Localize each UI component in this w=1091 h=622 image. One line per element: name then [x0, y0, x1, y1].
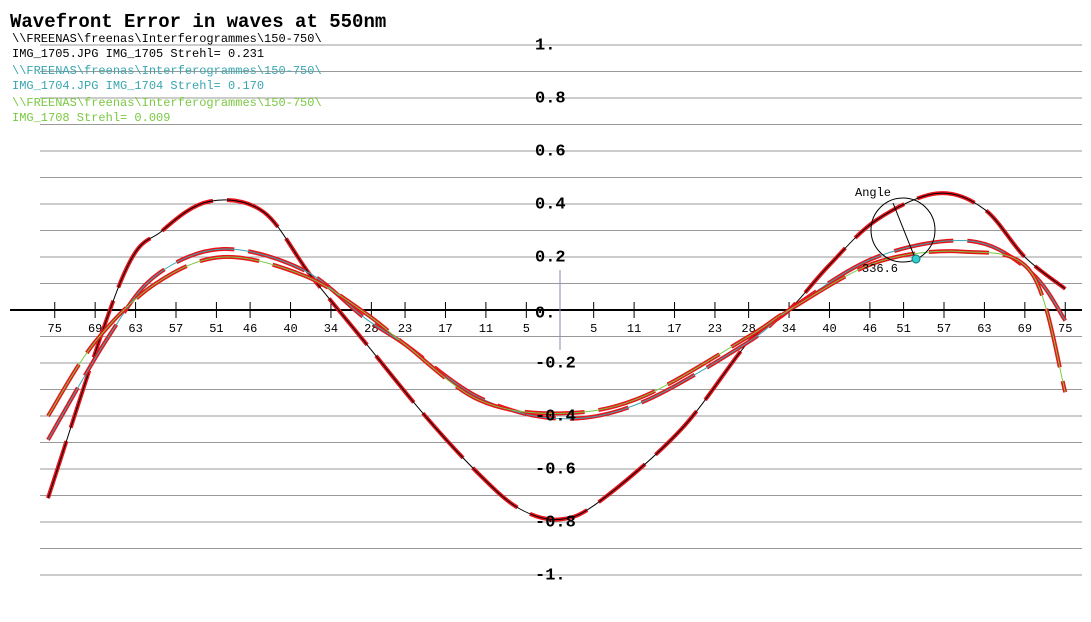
y-tick-label: 0.8	[535, 89, 566, 108]
x-tick-label: 57	[937, 322, 951, 336]
x-tick-label: 69	[1018, 322, 1032, 336]
chart-title: Wavefront Error in waves at 550nm	[10, 11, 386, 33]
legend-label: IMG_1705.JPG IMG_1705 Strehl= 0.231	[12, 47, 264, 61]
y-tick-label: -0.2	[535, 354, 576, 373]
y-tick-label: -1.	[535, 566, 566, 585]
y-tick-label: 0.4	[535, 195, 566, 214]
legend-path: \\FREENAS\freenas\Interferogrammes\150-7…	[12, 32, 322, 46]
y-tick-label: -0.8	[535, 513, 576, 532]
x-tick-label: 40	[283, 322, 297, 336]
y-tick-label: 0.2	[535, 248, 566, 267]
series-line	[47, 250, 1066, 417]
x-tick-label: 51	[209, 322, 223, 336]
series-line-highlight	[46, 249, 1068, 418]
y-tick-label: 1.	[535, 36, 555, 55]
angle-pointer	[892, 202, 916, 259]
x-tick-label: 40	[822, 322, 836, 336]
x-tick-label: 75	[1058, 322, 1072, 336]
legend-path: \\FREENAS\freenas\Interferogrammes\150-7…	[12, 64, 322, 78]
x-tick-label: 11	[627, 322, 641, 336]
x-tick-label: 11	[479, 322, 493, 336]
x-tick-label: 63	[977, 322, 991, 336]
y-tick-label: -0.4	[535, 407, 576, 426]
x-tick-label: 51	[896, 322, 910, 336]
x-tick-label: 5	[590, 322, 597, 336]
annotation: 336.6	[862, 262, 898, 276]
x-tick-label: 34	[324, 322, 338, 336]
angle-circle	[870, 197, 936, 263]
legend-path: \\FREENAS\freenas\Interferogrammes\150-7…	[12, 96, 322, 110]
annotation: Angle	[855, 186, 891, 200]
x-tick-label: 17	[667, 322, 681, 336]
x-tick-label: 23	[708, 322, 722, 336]
y-tick-label: -0.6	[535, 460, 576, 479]
x-tick-label: 5	[523, 322, 530, 336]
x-tick-label: 34	[782, 322, 796, 336]
x-tick-label: 57	[169, 322, 183, 336]
x-tick-label: 46	[863, 322, 877, 336]
series-line	[47, 240, 1066, 441]
x-tick-label: 17	[438, 322, 452, 336]
x-tick-label: 69	[88, 322, 102, 336]
angle-handle	[911, 254, 921, 264]
legend-label: IMG_1708 Strehl= 0.009	[12, 111, 170, 125]
y-tick-label: 0.6	[535, 142, 566, 161]
legend-label: IMG_1704.JPG IMG_1704 Strehl= 0.170	[12, 79, 264, 93]
x-tick-label: 75	[48, 322, 62, 336]
x-tick-label: 23	[398, 322, 412, 336]
x-tick-label: 63	[128, 322, 142, 336]
x-tick-label: 46	[243, 322, 257, 336]
y-tick-label: 0.	[535, 304, 555, 323]
